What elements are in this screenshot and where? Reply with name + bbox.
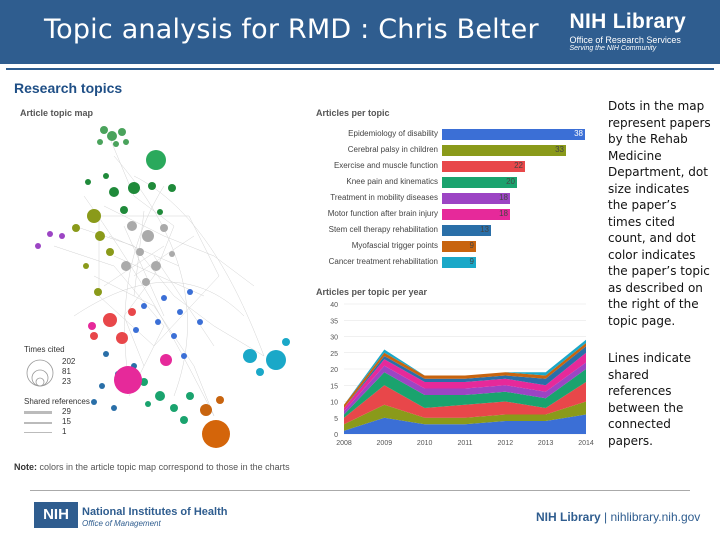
note-text: colors in the article topic map correspo… <box>39 462 290 472</box>
footer-library-url[interactable]: | nihlibrary.nih.gov <box>600 510 701 524</box>
footer-library-name: NIH Library <box>536 510 601 524</box>
ref-value: 15 <box>62 417 71 426</box>
bar <box>442 193 510 204</box>
bar-row: Epidemiology of disability 38 <box>316 126 592 142</box>
note-label: Note: <box>14 462 37 472</box>
bar-value: 9 <box>469 241 474 250</box>
bar <box>442 161 525 172</box>
bar-row: Knee pain and kinematics 20 <box>316 174 592 190</box>
section-title: Research topics <box>14 80 123 96</box>
bar-row: Cerebral palsy in children 33 <box>316 142 592 158</box>
y-tick-label: 20 <box>330 367 338 374</box>
bar-value: 38 <box>574 129 583 138</box>
bar <box>442 177 517 188</box>
bar-row: Cancer treatment rehabilitation 9 <box>316 254 592 270</box>
bar <box>442 209 510 220</box>
map-label: Article topic map <box>20 108 94 118</box>
x-tick-label: 2011 <box>457 440 472 447</box>
bar-label: Stem cell therapy rehabilitation <box>328 225 438 234</box>
area-series <box>344 343 586 408</box>
bar-row: Myofascial trigger points 9 <box>316 238 592 254</box>
nih-library-brand: NIH Library Office of Research Services … <box>570 10 687 52</box>
ref-line-medium <box>24 422 52 424</box>
cited-value: 23 <box>62 377 71 386</box>
ref-value: 1 <box>62 427 67 436</box>
brand-tagline: Serving the NIH Community <box>569 45 657 52</box>
bar <box>442 241 476 252</box>
bar <box>442 145 566 156</box>
nih-logo: NIH <box>34 502 78 528</box>
x-tick-label: 2014 <box>578 440 594 447</box>
y-tick-label: 40 <box>330 302 338 309</box>
divider <box>6 68 714 70</box>
bar-label: Cerebral palsy in children <box>347 145 438 154</box>
bar-value: 18 <box>499 193 508 202</box>
area-series <box>344 401 586 431</box>
y-tick-label: 35 <box>330 318 338 325</box>
bar-label: Motor function after brain injury <box>327 209 438 218</box>
area-chart-label: Articles per topic per year <box>316 287 428 297</box>
bar <box>442 257 476 268</box>
bar-label: Knee pain and kinematics <box>346 177 438 186</box>
cited-value: 81 <box>62 367 71 376</box>
bars-label: Articles per topic <box>316 108 390 118</box>
x-tick-label: 2008 <box>336 440 352 447</box>
ref-value: 29 <box>62 407 71 416</box>
bar-row: Exercise and muscle function 22 <box>316 158 592 174</box>
bar-value: 9 <box>469 257 474 266</box>
y-tick-label: 30 <box>330 335 338 342</box>
bar-value: 13 <box>480 225 489 234</box>
legend-cited-title: Times cited <box>24 345 65 354</box>
y-tick-label: 10 <box>330 400 338 407</box>
bar <box>442 225 491 236</box>
articles-per-year-chart: 0 5 10 15 20 25 30 35 40 2008 2009 2010 2011 2012 2013… <box>330 302 594 447</box>
y-tick-label: 0 <box>334 432 338 439</box>
y-tick-label: 5 <box>334 416 338 423</box>
bar-value: 20 <box>506 177 515 186</box>
note: Note: colors in the article topic map co… <box>14 462 290 472</box>
bar-label: Cancer treatment rehabilitation <box>328 257 438 266</box>
bar-value: 22 <box>514 161 523 170</box>
bar-label: Treatment in mobility diseases <box>330 193 438 202</box>
x-tick-label: 2010 <box>417 440 433 447</box>
ref-line-thick <box>24 411 52 414</box>
footer-divider <box>30 490 690 491</box>
nih-full-name: National Institutes of Health <box>82 506 228 518</box>
bar-label: Exercise and muscle function <box>333 161 438 170</box>
bar-label: Epidemiology of disability <box>348 129 438 138</box>
articles-per-topic-chart: Epidemiology of disability 38 Cerebral pal… <box>316 126 592 270</box>
bar-label: Myofascial trigger points <box>351 241 438 250</box>
brand-title: NIH Library <box>569 10 686 33</box>
nih-office: Office of Management <box>82 519 161 528</box>
map-legend: Times cited 202 81 23 Shared references … <box>24 345 164 436</box>
side-description-lines: Lines indicate shared references between… <box>608 351 692 448</box>
ref-line-thin <box>24 432 52 433</box>
bar-value: 33 <box>555 145 564 154</box>
brand-subtitle: Office of Research Services <box>569 35 681 45</box>
bar-value: 18 <box>499 209 508 218</box>
header-bar: Topic analysis for RMD : Chris Belter NI… <box>0 0 720 64</box>
bar <box>442 129 585 140</box>
legend-refs-title: Shared references <box>24 397 90 406</box>
footer-library: NIH Library | nihlibrary.nih.gov <box>536 510 700 524</box>
x-tick-label: 2009 <box>377 440 393 447</box>
x-tick-label: 2013 <box>538 440 554 447</box>
x-tick-label: 2012 <box>498 440 514 447</box>
slide-title: Topic analysis for RMD : Chris Belter <box>44 14 539 45</box>
y-tick-label: 25 <box>330 351 338 358</box>
cited-circles-icon <box>26 359 54 387</box>
side-description-dots: Dots in the map represent papers by the … <box>608 99 711 328</box>
bar-row: Stem cell therapy rehabilitation 13 <box>316 222 592 238</box>
cited-value: 202 <box>62 357 76 366</box>
bar-row: Treatment in mobility diseases 18 <box>316 190 592 206</box>
bar-row: Motor function after brain injury 18 <box>316 206 592 222</box>
area-series <box>344 339 586 405</box>
y-tick-label: 15 <box>330 383 338 390</box>
area-series <box>344 382 586 425</box>
article-topic-map <box>35 126 290 448</box>
